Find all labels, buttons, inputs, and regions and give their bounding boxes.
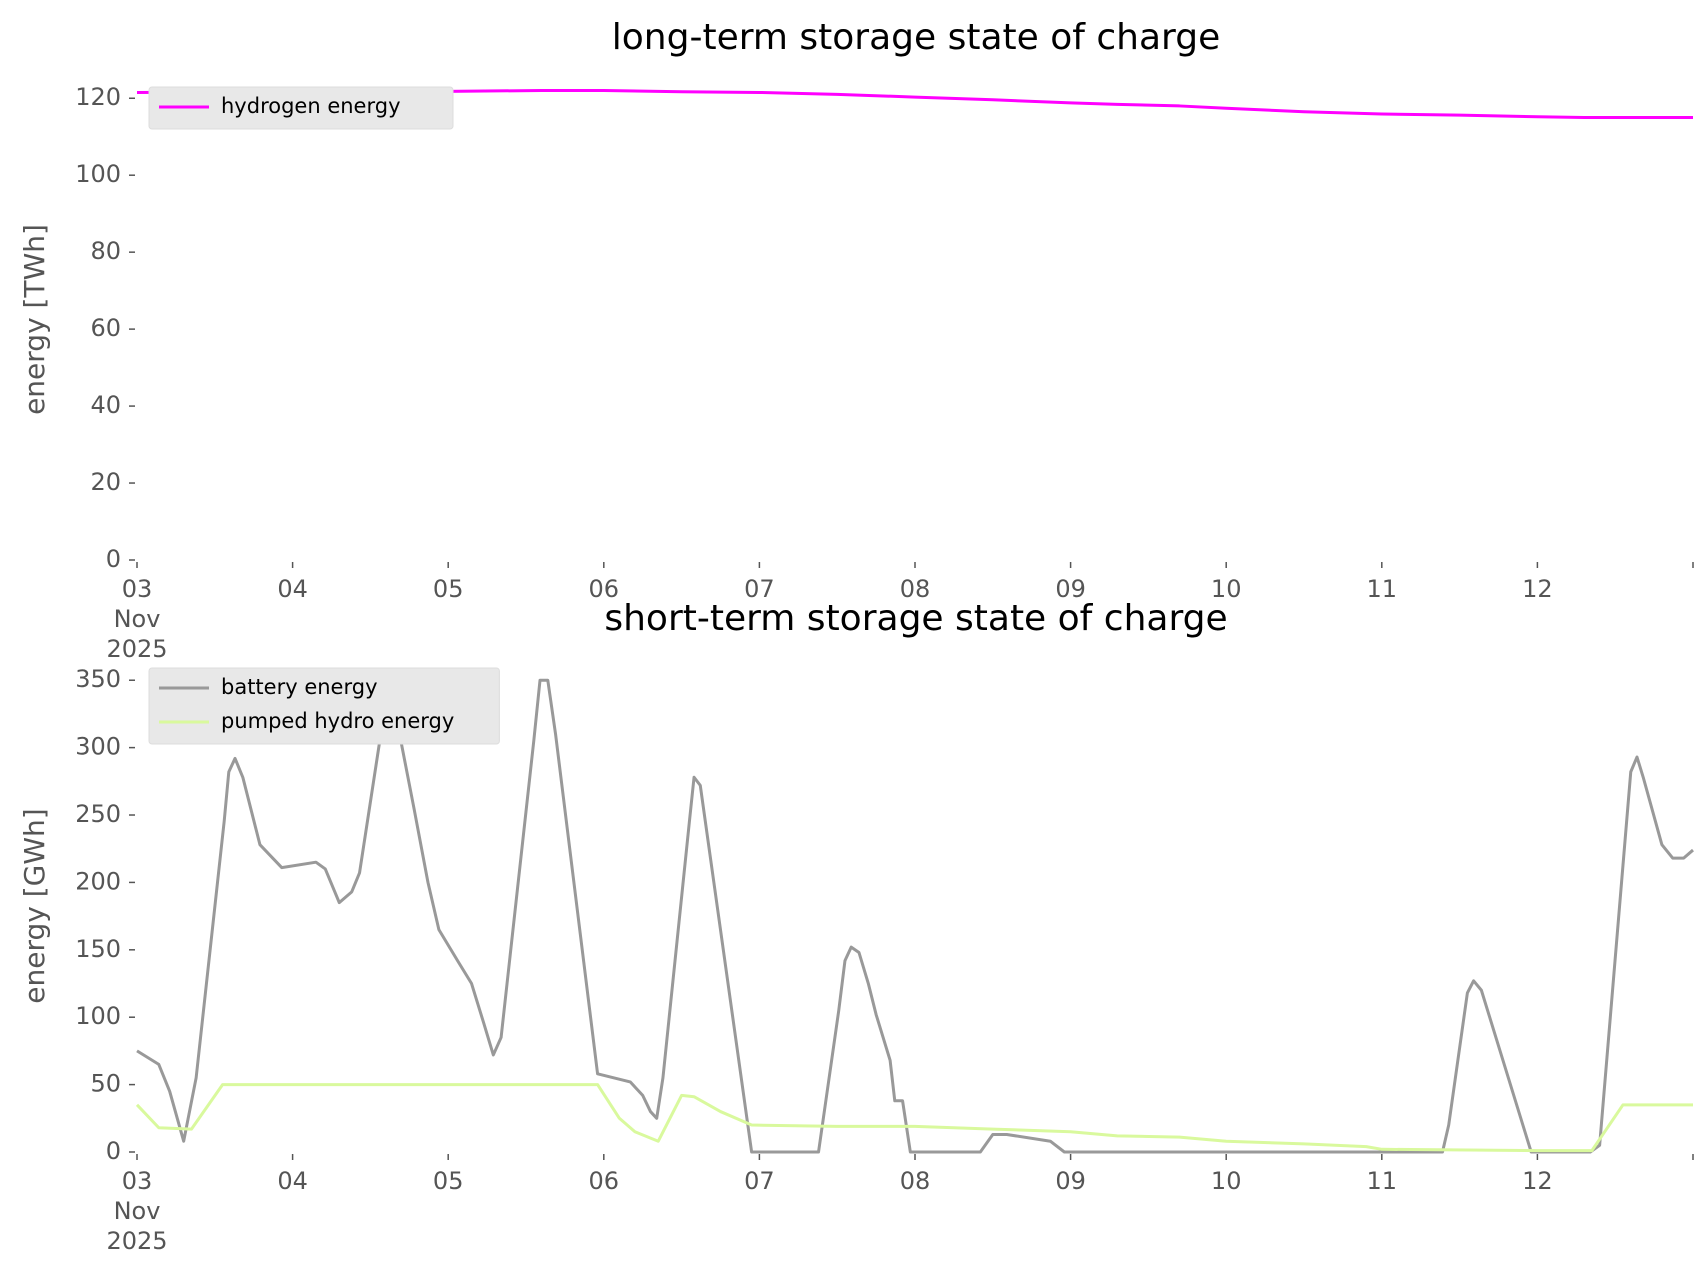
series-line (136, 89, 1693, 119)
y-tick-label: 0 (106, 545, 121, 573)
y-tick-label: 60 (90, 314, 121, 342)
y-tick-label: 80 (90, 237, 121, 265)
x-tick-label: 07 (744, 1167, 775, 1195)
legend-label: battery energy (221, 675, 378, 699)
x-tick-label: 12 (1522, 1167, 1553, 1195)
series-line (136, 678, 1694, 1154)
y-tick-label: 20 (90, 468, 121, 496)
y-axis-label: energy [GWh] (18, 808, 51, 1003)
legend-label: pumped hydro energy (221, 709, 454, 733)
y-tick-label: 150 (75, 935, 121, 963)
x-tick-label: 04 (277, 1167, 308, 1195)
x-tick-label: 05 (433, 575, 464, 603)
y-tick-label: 40 (90, 391, 121, 419)
y-tick-label: 0 (106, 1137, 121, 1165)
x-tick-label: 04 (277, 575, 308, 603)
legend: hydrogen energy (148, 86, 454, 130)
legend: battery energy pumped hydro energy (148, 667, 500, 745)
x-tick-label: 08 (900, 575, 931, 603)
x-tick-label: 03 Nov 2025 (106, 1167, 167, 1255)
x-tick-label: 10 (1211, 1167, 1242, 1195)
x-tick-label: 03 Nov 2025 (106, 575, 167, 663)
legend-label: hydrogen energy (221, 94, 401, 118)
x-tick-label: 10 (1211, 575, 1242, 603)
y-tick-label: 200 (75, 867, 121, 895)
x-tick-label: 06 (589, 1167, 620, 1195)
x-tick-label: 06 (589, 575, 620, 603)
x-tick-label: 11 (1367, 1167, 1398, 1195)
chart-title: long-term storage state of charge (612, 17, 1220, 58)
legend-box (148, 667, 500, 745)
y-tick-label: 300 (75, 733, 121, 761)
x-tick-label: 11 (1367, 575, 1398, 603)
x-tick-label: 09 (1055, 575, 1086, 603)
legend-box (148, 86, 454, 130)
x-tick-label: 12 (1522, 575, 1553, 603)
chart-title: short-term storage state of charge (604, 598, 1227, 639)
series-line (135, 1083, 1693, 1153)
y-tick-label: 120 (75, 83, 121, 111)
x-tick-label: 07 (744, 575, 775, 603)
y-tick-label: 350 (75, 665, 121, 693)
y-axis-label: energy [TWh] (18, 224, 51, 415)
y-tick-label: 250 (75, 800, 121, 828)
y-tick-label: 100 (75, 160, 121, 188)
x-tick-label: 09 (1055, 1167, 1086, 1195)
y-tick-label: 50 (90, 1070, 121, 1098)
y-tick-label: 100 (75, 1002, 121, 1030)
x-tick-label: 08 (900, 1167, 931, 1195)
x-tick-label: 05 (433, 1167, 464, 1195)
